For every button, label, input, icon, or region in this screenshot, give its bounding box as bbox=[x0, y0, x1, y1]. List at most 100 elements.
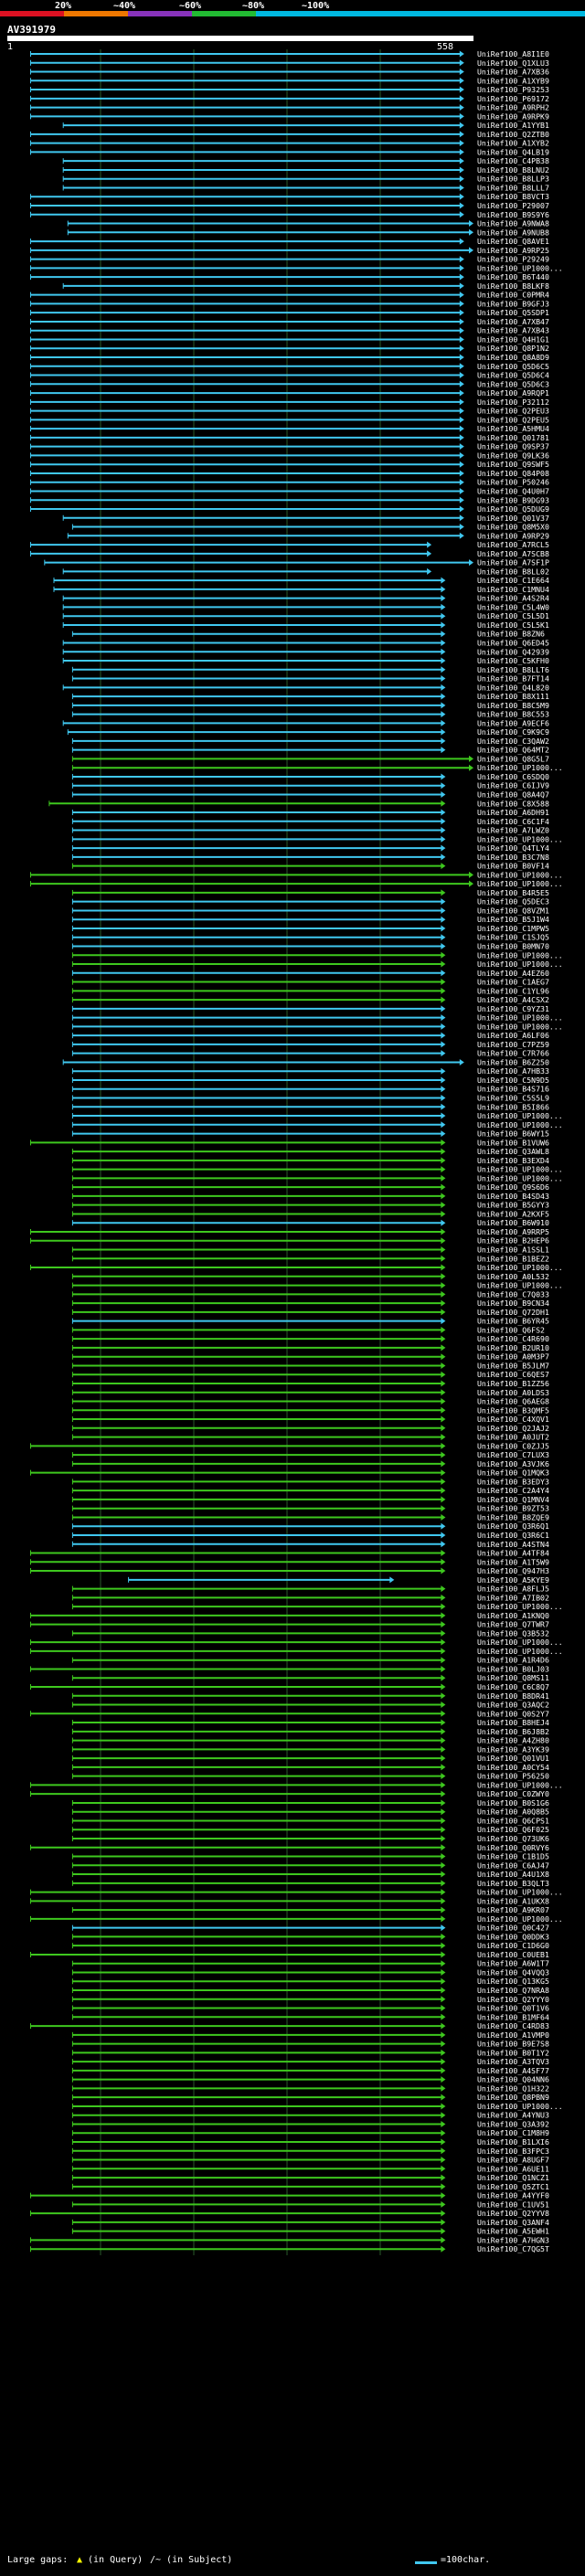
hit-arrow bbox=[459, 140, 464, 147]
hit-arrow bbox=[469, 220, 473, 228]
hit-label: UniRef100_Q3AWL8 bbox=[477, 1147, 549, 1156]
hit-label: UniRef100_UP1000... bbox=[477, 959, 563, 969]
hit-arrow bbox=[441, 1594, 446, 1601]
hit-label: UniRef100_B1LXI6 bbox=[477, 2137, 549, 2147]
hit-label: UniRef100_B9E7S8 bbox=[477, 2040, 549, 2049]
hit-arrow bbox=[441, 1086, 446, 1093]
hit-arrow bbox=[441, 790, 446, 798]
hit-label: UniRef100_Q1MQK3 bbox=[477, 1468, 549, 1478]
hit-arrow bbox=[441, 737, 446, 745]
hit-arrow bbox=[441, 2120, 446, 2127]
hit-arrow bbox=[441, 648, 446, 655]
hit-label: UniRef100_C4PB38 bbox=[477, 156, 549, 165]
hit-arrow bbox=[459, 398, 464, 406]
hit-arrow bbox=[441, 1166, 446, 1173]
hit-label: UniRef100_B6YR45 bbox=[477, 1317, 549, 1326]
hit-label: UniRef100_A6LF06 bbox=[477, 1031, 549, 1040]
hit-label: UniRef100_Q64MT2 bbox=[477, 746, 549, 755]
hit-arrow bbox=[441, 943, 446, 949]
hit-arrow bbox=[441, 951, 446, 959]
hit-label: UniRef100_A9NWA8 bbox=[477, 219, 549, 228]
hit-arrow bbox=[469, 880, 473, 887]
hit-arrow bbox=[441, 1103, 446, 1110]
hit-arrow bbox=[441, 1638, 446, 1646]
hit-arrow bbox=[441, 586, 446, 593]
hit-label: UniRef100_A6W1T7 bbox=[477, 1959, 549, 1968]
hit-arrow bbox=[459, 131, 464, 138]
hit-arrow bbox=[441, 1621, 446, 1628]
hit-label: UniRef100_C7LUX3 bbox=[477, 1450, 549, 1459]
hit-label: UniRef100_A4U1X8 bbox=[477, 1870, 549, 1879]
hit-label: UniRef100_UP1000... bbox=[477, 763, 563, 772]
hit-arrow bbox=[441, 684, 446, 691]
hit-label: UniRef100_A9NUB8 bbox=[477, 228, 549, 237]
hit-label: UniRef100_B3EXD4 bbox=[477, 1156, 549, 1165]
hit-label: UniRef100_Q2PEU3 bbox=[477, 407, 549, 416]
hit-arrow bbox=[441, 835, 446, 843]
hit-label: UniRef100_C6QES7 bbox=[477, 1370, 549, 1379]
hit-label: UniRef100_A4S2R4 bbox=[477, 594, 549, 603]
hit-arrow bbox=[441, 675, 446, 683]
hit-arrow bbox=[441, 1550, 446, 1557]
hit-label: UniRef100_Q6ED45 bbox=[477, 638, 549, 647]
hit-label: UniRef100_Q7TWR7 bbox=[477, 1620, 549, 1629]
hit-arrow bbox=[441, 809, 446, 816]
hit-label: UniRef100_Q0S2Y7 bbox=[477, 1709, 549, 1718]
hit-arrow bbox=[441, 1148, 446, 1155]
hit-label: UniRef100_Q8A4Q7 bbox=[477, 790, 549, 799]
hit-label: UniRef100_C6C1F4 bbox=[477, 817, 549, 826]
hit-label: UniRef100_UP1000... bbox=[477, 263, 563, 272]
hit-label: UniRef100_UP1000... bbox=[477, 1638, 563, 1647]
hit-label: UniRef100_A7IB02 bbox=[477, 1593, 549, 1602]
hit-label: UniRef100_A1UKX8 bbox=[477, 1896, 549, 1905]
hit-arrow bbox=[441, 979, 446, 986]
hit-label: UniRef100_C6AJ47 bbox=[477, 1860, 549, 1870]
hit-arrow bbox=[427, 550, 432, 557]
hit-arrow bbox=[459, 238, 464, 245]
hit-arrow bbox=[441, 1513, 446, 1521]
hit-arrow bbox=[441, 1719, 446, 1726]
hit-label: UniRef100_B4R5E5 bbox=[477, 888, 549, 897]
hit-label: UniRef100_B9CN34 bbox=[477, 1299, 549, 1308]
query-title: AV391979 bbox=[7, 24, 56, 36]
hit-label: UniRef100_C1M8H9 bbox=[477, 2128, 549, 2137]
hit-arrow bbox=[441, 1648, 446, 1655]
hit-arrow bbox=[459, 487, 464, 494]
hit-label: UniRef100_UP1000... bbox=[477, 1602, 563, 1611]
hit-label: UniRef100_Q04NN6 bbox=[477, 2075, 549, 2084]
hit-arrow bbox=[441, 1183, 446, 1191]
hit-arrow bbox=[441, 782, 446, 790]
hit-label: UniRef100_C6IJV9 bbox=[477, 781, 549, 790]
hit-label: UniRef100_B9GFJ3 bbox=[477, 299, 549, 308]
query-end-label: 558 bbox=[437, 42, 454, 52]
hit-arrow bbox=[459, 282, 464, 290]
hit-label: UniRef100_C1SJQ5 bbox=[477, 933, 549, 942]
hit-label: UniRef100_Q1XLU3 bbox=[477, 58, 549, 68]
hit-label: UniRef100_B6W910 bbox=[477, 1218, 549, 1227]
hit-arrow bbox=[441, 1871, 446, 1878]
hit-label: UniRef100_A4ZH80 bbox=[477, 1736, 549, 1745]
hit-label: UniRef100_P29007 bbox=[477, 201, 549, 210]
hit-label: UniRef100_B2UR10 bbox=[477, 1343, 549, 1352]
hit-label: UniRef100_B8ZN6 bbox=[477, 630, 545, 639]
hit-arrow bbox=[441, 1318, 446, 1325]
hit-label: UniRef100_C0PMR4 bbox=[477, 291, 549, 300]
hit-arrow bbox=[441, 1603, 446, 1610]
hit-label: UniRef100_Q5D6C4 bbox=[477, 371, 549, 380]
hit-arrow bbox=[441, 1425, 446, 1432]
hit-arrow bbox=[441, 1326, 446, 1333]
hit-arrow bbox=[459, 416, 464, 423]
hit-arrow bbox=[441, 2228, 446, 2235]
hit-label: UniRef100_A1KNQ0 bbox=[477, 1611, 549, 1620]
hit-label: UniRef100_B8LLL7 bbox=[477, 183, 549, 192]
hit-label: UniRef100_P56250 bbox=[477, 1772, 549, 1781]
hit-arrow bbox=[459, 77, 464, 84]
hit-arrow bbox=[441, 1130, 446, 1138]
hit-arrow bbox=[441, 1112, 446, 1119]
hit-label: UniRef100_C1D6G0 bbox=[477, 1941, 549, 1950]
hit-arrow bbox=[441, 2138, 446, 2146]
hit-arrow bbox=[441, 1451, 446, 1458]
hit-arrow bbox=[441, 1844, 446, 1851]
hit-label: UniRef100_C0ZWY0 bbox=[477, 1789, 549, 1798]
hit-label: UniRef100_Q01781 bbox=[477, 433, 549, 442]
